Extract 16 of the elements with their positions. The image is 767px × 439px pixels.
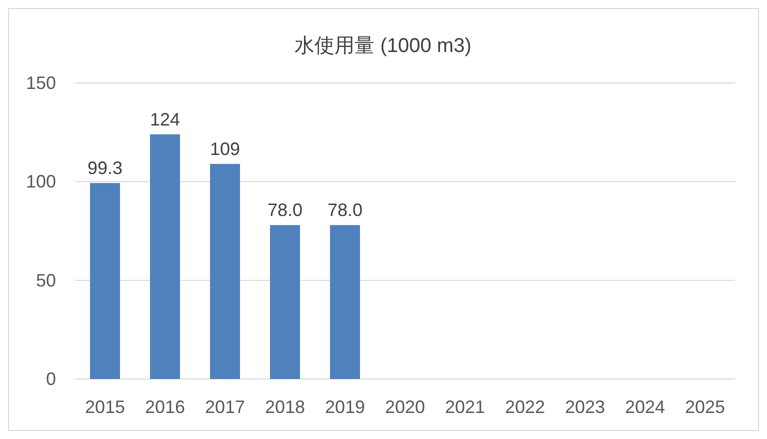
xtick: 2025	[684, 397, 726, 417]
xtick: 2017	[204, 397, 246, 417]
xtick: 2023	[564, 397, 606, 417]
ytick: 50	[36, 270, 56, 290]
xtick: 2015	[84, 397, 126, 417]
xtick: 2021	[444, 397, 486, 417]
xtick: 2016	[144, 397, 186, 417]
ytick: 100	[26, 172, 56, 192]
xtick: 2019	[324, 397, 366, 417]
ytick: 150	[26, 73, 56, 93]
ytick: 0	[46, 369, 56, 389]
xtick: 2020	[384, 397, 426, 417]
title: 水使用量 (1000 m3)	[294, 35, 472, 57]
xtick: 2022	[504, 397, 546, 417]
xtick: 2024	[624, 397, 666, 417]
xtick: 2018	[264, 397, 306, 417]
